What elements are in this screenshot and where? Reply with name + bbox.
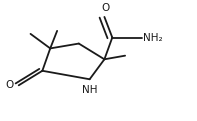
Text: NH₂: NH₂: [143, 33, 163, 42]
Text: NH: NH: [82, 85, 97, 95]
Text: O: O: [101, 3, 110, 13]
Text: O: O: [6, 80, 14, 90]
